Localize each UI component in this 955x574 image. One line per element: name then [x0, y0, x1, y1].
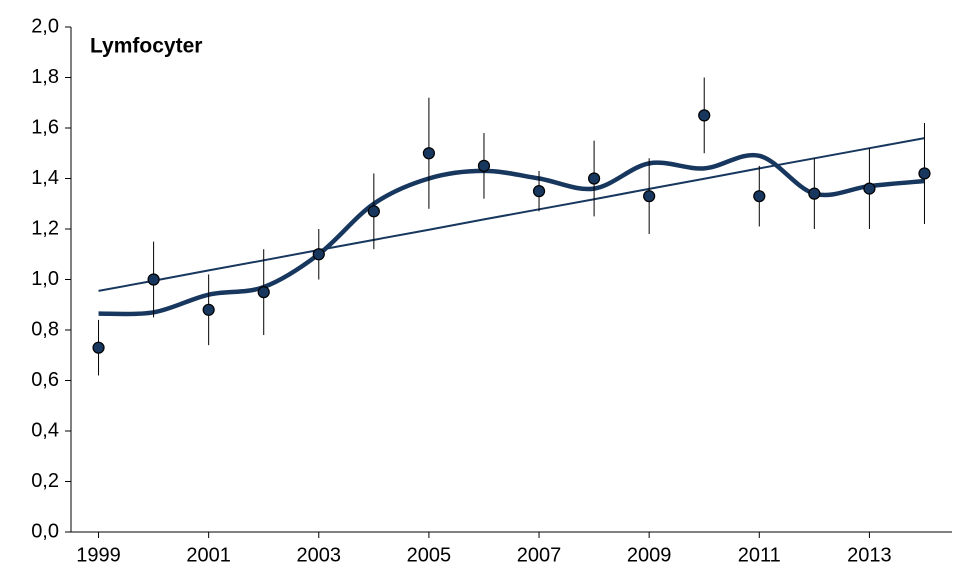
data-point: [202, 303, 215, 316]
x-tick-label: 2003: [297, 544, 342, 566]
y-tick-label: 1,4: [31, 167, 59, 189]
data-point: [587, 172, 601, 185]
data-point: [477, 159, 491, 172]
y-tick-label: 0,0: [31, 520, 59, 542]
y-tick-label: 0,2: [31, 470, 59, 492]
x-tick-label: 1999: [76, 544, 121, 566]
trend-line: [98, 137, 925, 292]
data-point: [532, 185, 546, 198]
data-point: [312, 248, 325, 261]
data-point: [257, 286, 270, 299]
chart-title: Lymfocyter: [90, 35, 202, 58]
data-point: [643, 190, 656, 203]
x-tick-label: 2009: [627, 544, 672, 566]
y-tick-label: 0,4: [31, 419, 59, 441]
data-point: [863, 182, 876, 195]
y-tick-label: 0,8: [31, 318, 59, 340]
data-point: [367, 205, 380, 218]
data-point: [753, 190, 766, 203]
x-tick-label: 2011: [738, 544, 781, 566]
data-point: [422, 147, 436, 160]
x-tick-label: 2007: [517, 544, 562, 566]
y-tick-label: 0,6: [31, 369, 59, 391]
y-tick-label: 1,0: [31, 268, 59, 290]
y-tick-label: 1,2: [31, 217, 59, 239]
y-tick-label: 1,8: [31, 66, 59, 88]
data-point: [698, 109, 711, 122]
x-tick-label: 2001: [186, 544, 231, 566]
smooth-line: [98, 152, 925, 317]
data-point: [147, 273, 160, 286]
data-point: [92, 341, 105, 354]
y-tick-label: 1,6: [31, 116, 59, 138]
data-point: [918, 167, 931, 180]
y-tick-label: 2,0: [31, 15, 59, 37]
x-tick-label: 2005: [407, 544, 452, 566]
x-tick-label: 2013: [847, 544, 892, 566]
data-point: [808, 187, 821, 200]
